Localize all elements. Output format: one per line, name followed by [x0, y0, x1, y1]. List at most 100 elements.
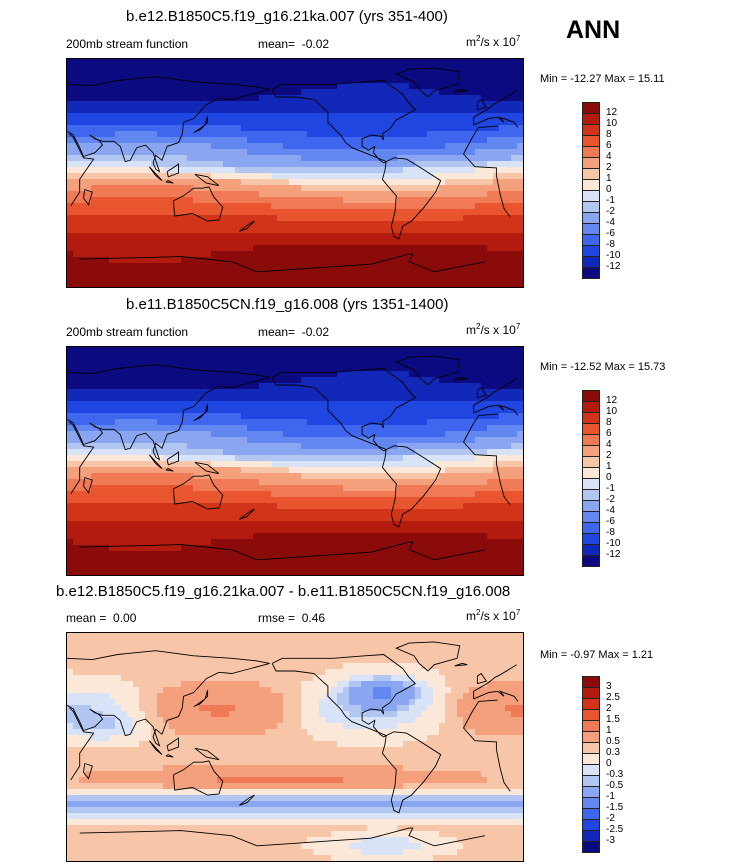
field-cell: [439, 167, 446, 174]
field-cell: [349, 449, 356, 456]
field-cell: [109, 263, 116, 270]
field-cell: [409, 281, 416, 287]
field-cell: [481, 77, 488, 84]
field-cell: [325, 95, 332, 102]
field-cell: [433, 251, 440, 258]
field-cell: [409, 161, 416, 168]
field-cell: [487, 473, 494, 480]
field-cell: [295, 161, 302, 168]
field-cell: [157, 161, 164, 168]
field-cell: [163, 401, 170, 408]
field-cell: [97, 161, 104, 168]
field-cell: [343, 443, 350, 450]
field-cell: [313, 461, 320, 468]
field-cell: [385, 251, 392, 258]
field-cell: [499, 377, 506, 384]
field-cell: [493, 395, 500, 402]
field-cell: [187, 467, 194, 474]
field-cell: [385, 437, 392, 444]
field-cell: [241, 275, 248, 282]
field-cell: [511, 131, 518, 138]
field-cell: [217, 101, 224, 108]
field-cell: [253, 149, 260, 156]
field-cell: [451, 269, 458, 276]
field-cell: [289, 281, 296, 287]
field-cell: [73, 353, 80, 360]
field-cell: [103, 89, 110, 96]
field-cell: [151, 431, 158, 438]
field-cell: [505, 485, 512, 492]
field-cell: [301, 401, 308, 408]
field-cell: [427, 59, 434, 66]
field-cell: [157, 215, 164, 222]
field-cell: [469, 467, 476, 474]
field-cell: [427, 395, 434, 402]
field-cell: [67, 269, 74, 276]
field-cell: [349, 185, 356, 192]
field-cell: [277, 113, 284, 120]
field-cell: [115, 281, 122, 287]
field-cell: [511, 497, 518, 504]
field-cell: [115, 65, 122, 72]
field-cell: [493, 131, 500, 138]
field-cell: [475, 419, 482, 426]
field-cell: [403, 107, 410, 114]
field-cell: [115, 497, 122, 504]
field-cell: [373, 71, 380, 78]
field-cell: [397, 425, 404, 432]
field-cell: [421, 149, 428, 156]
field-cell: [175, 395, 182, 402]
field-cell: [73, 179, 80, 186]
field-cell: [175, 371, 182, 378]
field-cell: [319, 269, 326, 276]
field-cell: [247, 185, 254, 192]
field-cell: [499, 437, 506, 444]
field-cell: [109, 161, 116, 168]
field-cell: [223, 377, 230, 384]
field-cell: [241, 269, 248, 276]
field-cell: [517, 149, 523, 156]
field-cell: [199, 83, 206, 90]
field-cell: [115, 443, 122, 450]
field-cell: [457, 77, 464, 84]
field-cell: [313, 257, 320, 264]
field-cell: [307, 275, 314, 282]
field-cell: [205, 77, 212, 84]
field-cell: [415, 197, 422, 204]
field-cell: [451, 215, 458, 222]
coastline: [148, 166, 163, 181]
field-cell: [211, 275, 218, 282]
field-cell: [187, 209, 194, 216]
field-cell: [403, 101, 410, 108]
field-cell: [121, 209, 128, 216]
panel1-min-value: -12.27: [570, 73, 602, 85]
field-cell: [319, 383, 326, 390]
field-cell: [439, 389, 446, 396]
field-cell: [433, 179, 440, 186]
field-cell: [187, 419, 194, 426]
field-cell: [307, 251, 314, 258]
field-cell: [205, 137, 212, 144]
field-cell: [481, 275, 488, 282]
field-cell: [445, 173, 452, 180]
field-cell: [277, 281, 284, 287]
field-cell: [133, 389, 140, 396]
field-cell: [283, 149, 290, 156]
field-cell: [469, 359, 476, 366]
field-cell: [385, 89, 392, 96]
field-cell: [115, 461, 122, 468]
field-cell: [259, 473, 266, 480]
colorbar-box: [582, 102, 600, 114]
field-cell: [241, 455, 248, 462]
field-cell: [169, 443, 176, 450]
field-cell: [271, 77, 278, 84]
field-cell: [133, 359, 140, 366]
field-cell: [475, 95, 482, 102]
field-cell: [421, 371, 428, 378]
field-cell: [217, 251, 224, 258]
field-cell: [247, 455, 254, 462]
field-cell: [211, 167, 218, 174]
field-cell: [505, 419, 512, 426]
field-cell: [187, 431, 194, 438]
field-cell: [271, 245, 278, 252]
